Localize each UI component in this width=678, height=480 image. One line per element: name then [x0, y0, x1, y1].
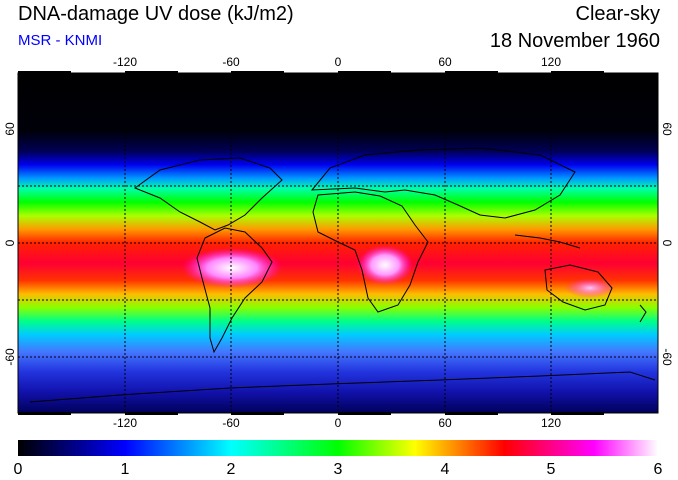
lon-tick-label: -120 [113, 55, 137, 69]
coast-indonesia [514, 234, 581, 249]
hotspot-australia [565, 278, 615, 298]
coast-europe-asia [310, 147, 576, 219]
sky-condition-label: Clear-sky [575, 3, 660, 25]
coast-africa [312, 191, 429, 313]
coast-australia [544, 264, 613, 311]
coastlines [29, 147, 656, 403]
lon-tick-label: -60 [222, 55, 240, 69]
map-title: DNA-damage UV dose (kJ/m2) [18, 3, 294, 25]
hotspot-south-america [182, 248, 282, 288]
lon-labels-top: -120 -60 0 60 120 [113, 55, 561, 69]
lat-tick-label: 0 [660, 240, 674, 247]
lon-tick-label: -60 [222, 416, 240, 430]
coast-north-america [133, 157, 283, 231]
lat-tick-label: 60 [660, 122, 674, 136]
date-label: 18 November 1960 [489, 30, 660, 52]
coast-new-zealand [639, 304, 647, 323]
lat-tick-label: 60 [3, 122, 17, 136]
colorbar-label: 3 [334, 461, 343, 478]
lon-tick-label: 60 [438, 55, 452, 69]
colorbar-label: 6 [654, 461, 663, 478]
source-label: MSR - KNMI [18, 32, 103, 49]
graticule [18, 73, 658, 413]
coast-antarctica [29, 371, 656, 403]
hotspot-africa [357, 245, 413, 285]
colorbar-label: 0 [14, 461, 23, 478]
colorbar-labels: 0 1 2 3 4 5 6 [14, 461, 663, 478]
lat-tick-label: -60 [3, 348, 17, 366]
lon-labels-bottom: -120 -60 0 60 120 [113, 416, 561, 430]
coast-south-america [196, 227, 273, 354]
colorbar-label: 4 [441, 461, 450, 478]
lon-tick-label: 120 [541, 55, 561, 69]
lat-labels-left: 60 0 -60 [3, 122, 17, 366]
lon-tick-label: 0 [335, 416, 342, 430]
lon-tick-label: 120 [541, 416, 561, 430]
colorbar-label: 2 [227, 461, 236, 478]
lat-tick-label: -60 [660, 348, 674, 366]
lat-tick-label: 0 [3, 239, 17, 246]
lat-labels-right: 60 0 -60 [660, 122, 674, 366]
colorbar [18, 440, 658, 456]
lon-tick-label: 60 [438, 416, 452, 430]
frame-ticks [18, 71, 604, 415]
colorbar-label: 1 [121, 461, 130, 478]
lon-tick-label: -120 [113, 416, 137, 430]
colorbar-label: 5 [547, 461, 556, 478]
lon-tick-label: 0 [335, 55, 342, 69]
